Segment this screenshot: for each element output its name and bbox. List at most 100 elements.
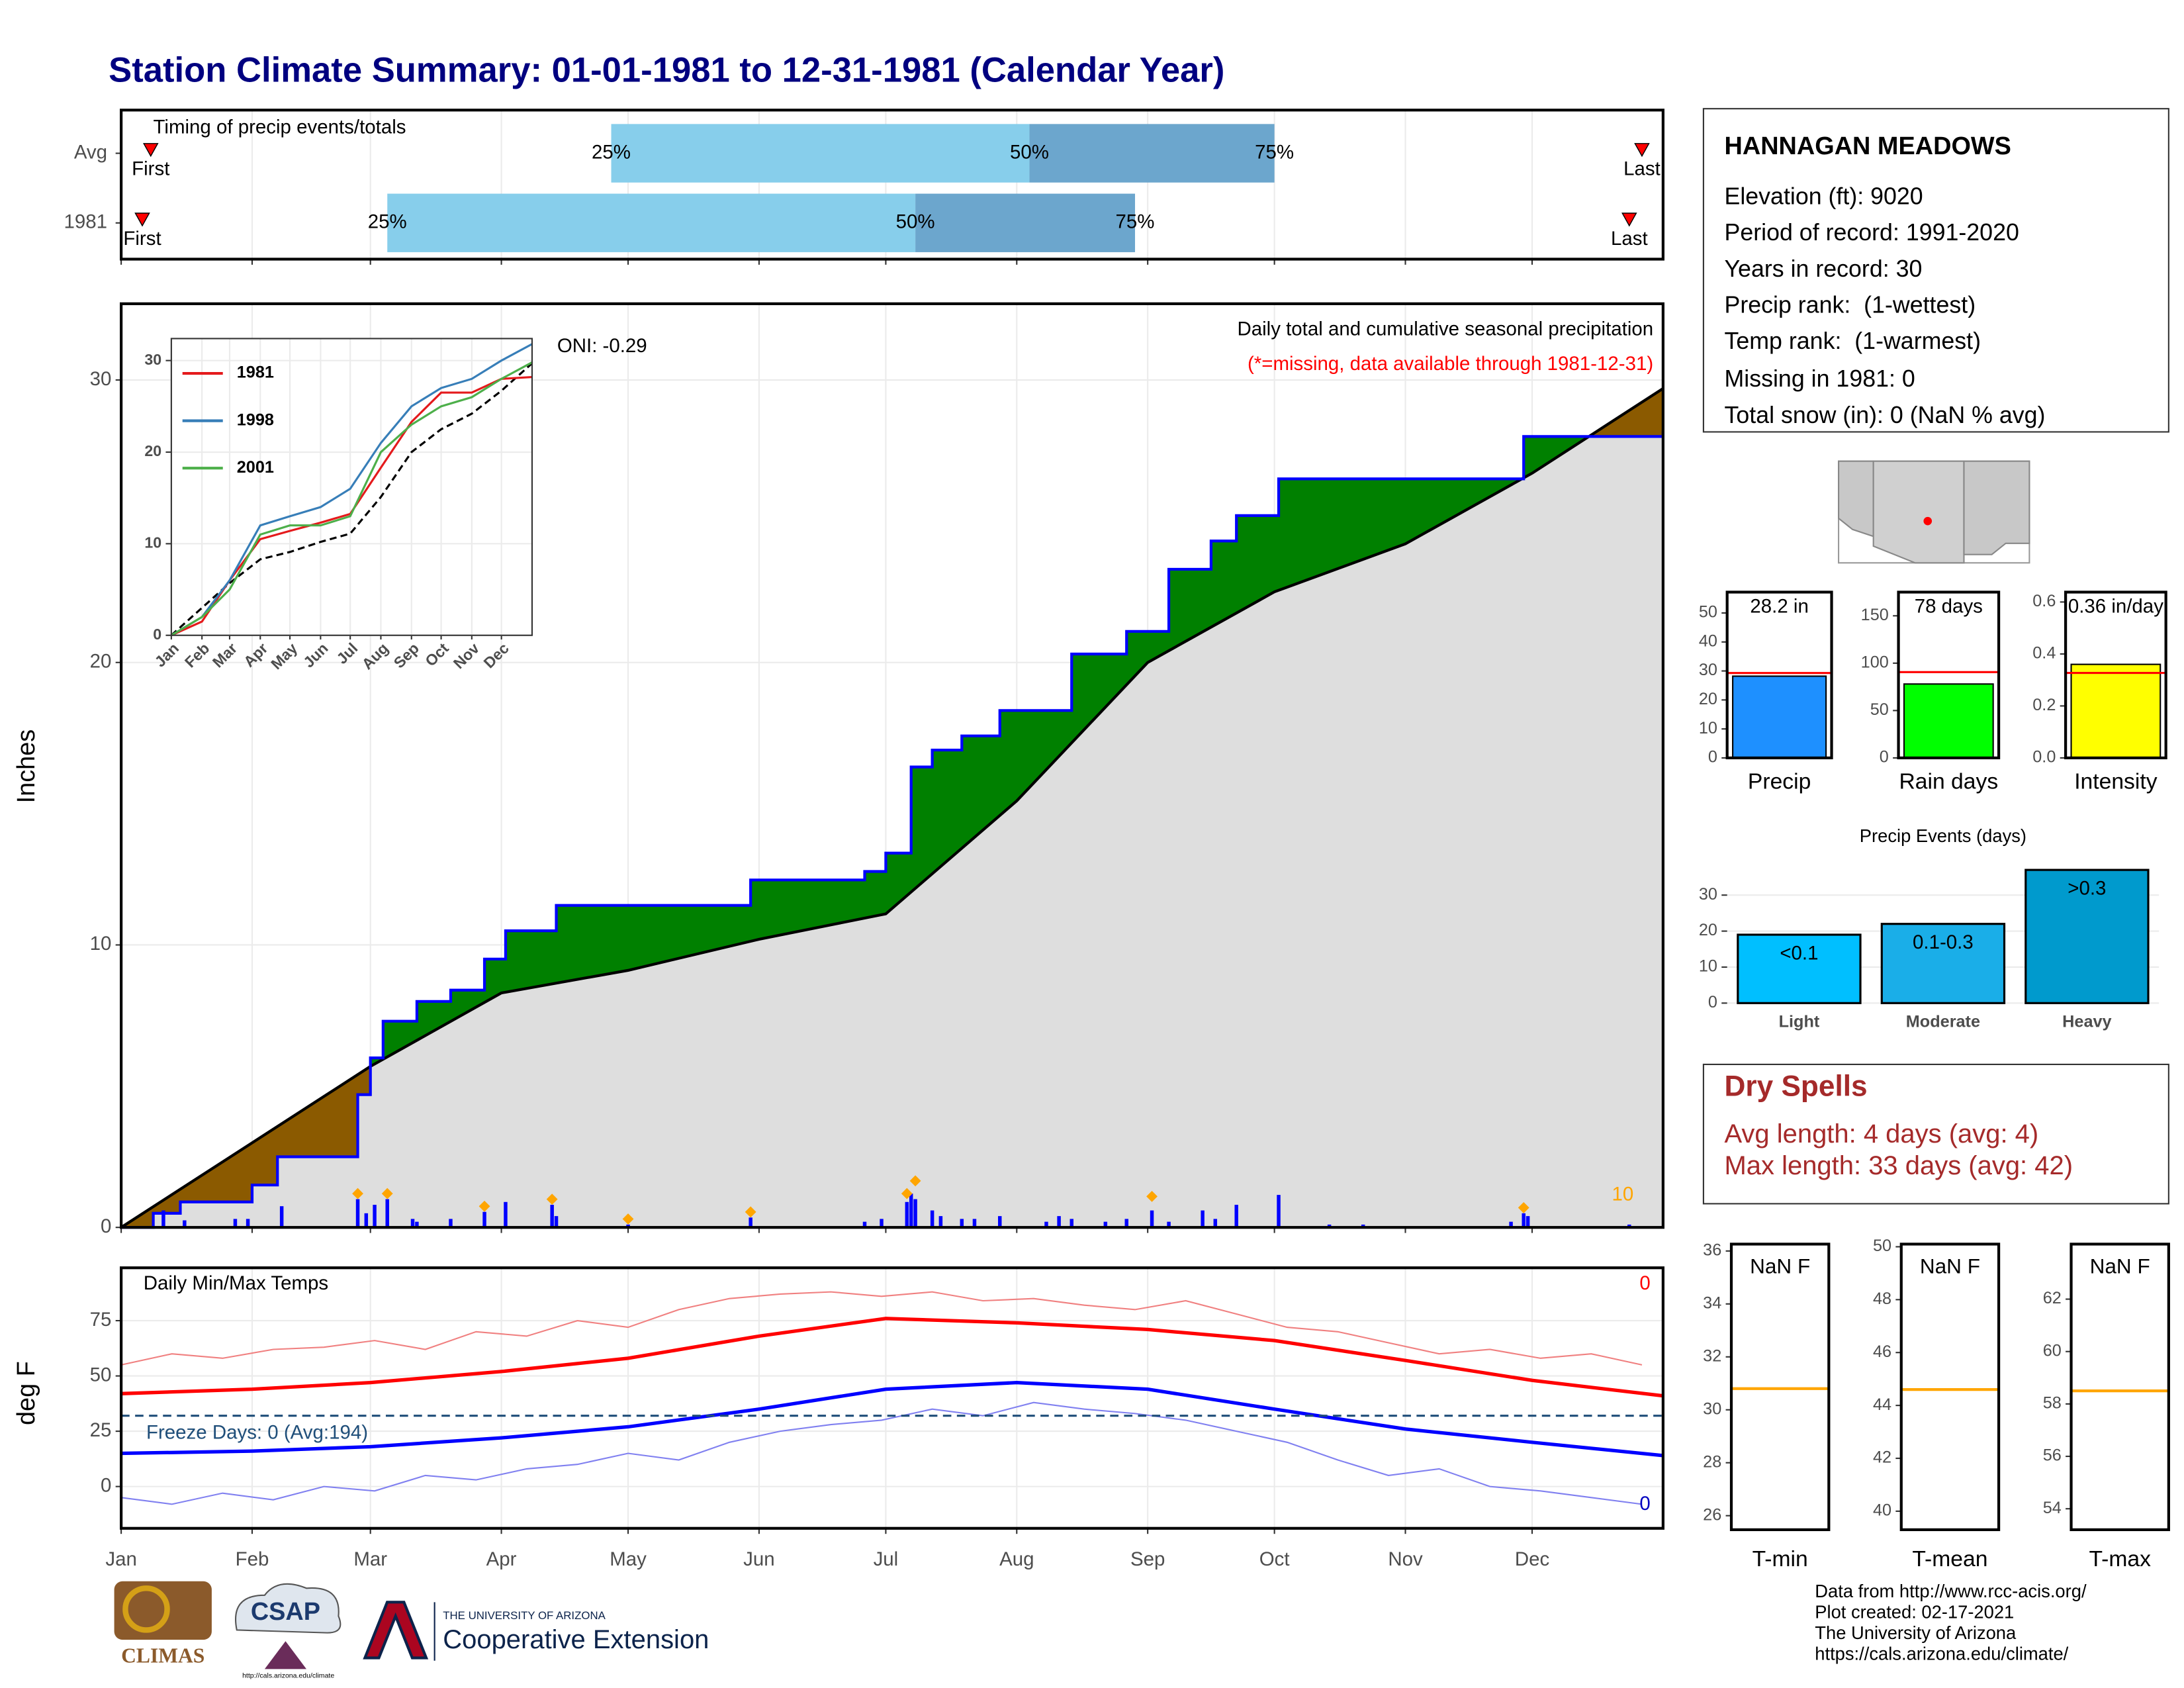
daily-bar bbox=[246, 1219, 250, 1228]
daily-bar bbox=[504, 1201, 508, 1228]
y-tick-label: 1981 bbox=[64, 211, 108, 233]
daily-bar bbox=[1234, 1205, 1238, 1228]
daily-bar bbox=[1509, 1221, 1513, 1228]
event-marker bbox=[1634, 143, 1650, 158]
daily-bar bbox=[909, 1193, 913, 1228]
daily-marker bbox=[352, 1188, 363, 1199]
daily-bar bbox=[449, 1219, 453, 1228]
y-tick-label: 60 bbox=[2043, 1341, 2062, 1360]
daily-bar bbox=[1361, 1224, 1365, 1228]
event-label: First bbox=[123, 228, 161, 250]
x-axis-label: Intensity bbox=[2074, 770, 2158, 794]
quartile-bar bbox=[387, 193, 916, 252]
daily-bar bbox=[930, 1210, 934, 1228]
corner-label: 10 bbox=[1612, 1184, 1633, 1205]
event-label: Last bbox=[1611, 228, 1648, 250]
event-marker bbox=[134, 212, 150, 227]
observed-line bbox=[121, 430, 1664, 1229]
daily-bar bbox=[554, 1216, 559, 1228]
quartile-label: 25% bbox=[368, 211, 407, 233]
y-tick-label: 58 bbox=[2043, 1394, 2062, 1413]
value-label: <0.1 bbox=[1780, 942, 1818, 964]
y-tick-label: 0 bbox=[153, 626, 161, 643]
value-label: 0.36 in/day bbox=[2068, 595, 2163, 617]
y-tick-label: 10 bbox=[90, 933, 112, 955]
daily-bar bbox=[960, 1219, 964, 1228]
y-tick-label: 30 bbox=[90, 368, 112, 390]
legend-label: 2001 bbox=[237, 458, 274, 477]
page-title: Station Climate Summary: 01-01-1981 to 1… bbox=[109, 50, 1224, 89]
y-tick-label: 50 bbox=[90, 1364, 112, 1385]
y-tick-label: 50 bbox=[1699, 603, 1717, 622]
daily-bar bbox=[1277, 1195, 1281, 1228]
daily-bar bbox=[1525, 1216, 1530, 1228]
y-tick-label: 20 bbox=[144, 442, 161, 459]
y-tick-label: 20 bbox=[1699, 690, 1717, 708]
station-line: Missing in 1981: 0 bbox=[1724, 365, 1915, 392]
quartile-bar bbox=[611, 124, 1030, 183]
climas-logo bbox=[114, 1581, 212, 1640]
value-label: NaN F bbox=[1920, 1254, 1980, 1278]
y-tick-label: 100 bbox=[1861, 653, 1889, 671]
y-tick-label: 54 bbox=[2043, 1499, 2062, 1517]
climas-text: CLIMAS bbox=[121, 1644, 205, 1667]
daily-bar bbox=[1124, 1219, 1128, 1228]
panel-frame bbox=[2071, 1244, 2169, 1530]
x-axis-label: Precip bbox=[1748, 770, 1811, 794]
x-tick-label: Nov bbox=[1388, 1548, 1423, 1570]
value-label: NaN F bbox=[1750, 1254, 1810, 1278]
daily-marker bbox=[1518, 1202, 1529, 1213]
oni-label: ONI: -0.29 bbox=[557, 335, 647, 357]
daily-marker bbox=[1146, 1190, 1158, 1202]
y-tick-label: 32 bbox=[1703, 1346, 1721, 1365]
x-tick-label: Heavy bbox=[2062, 1012, 2111, 1031]
y-tick-label: Avg bbox=[74, 141, 107, 163]
y-axis-label: deg F bbox=[13, 1361, 40, 1425]
temp-line bbox=[120, 1401, 1643, 1505]
daily-bar bbox=[998, 1216, 1002, 1228]
daily-bar bbox=[1057, 1216, 1061, 1228]
location-map bbox=[1838, 460, 2030, 564]
daily-marker bbox=[909, 1175, 921, 1187]
daily-bar bbox=[1069, 1219, 1074, 1228]
daily-bar bbox=[355, 1199, 360, 1228]
y-tick-label: 0.0 bbox=[2032, 748, 2056, 767]
y-tick-label: 40 bbox=[1873, 1501, 1891, 1520]
daily-bar bbox=[373, 1205, 377, 1228]
legend-label: 1998 bbox=[237, 410, 274, 429]
y-tick-label: 30 bbox=[1699, 885, 1717, 904]
series-line bbox=[171, 361, 533, 637]
y-tick-label: 56 bbox=[2043, 1446, 2062, 1465]
daily-marker bbox=[745, 1206, 756, 1218]
y-tick-label: 10 bbox=[1699, 719, 1717, 737]
daily-bar bbox=[1150, 1210, 1154, 1228]
x-axis-label: Rain days bbox=[1899, 770, 1998, 794]
daily-bar bbox=[1201, 1210, 1205, 1228]
station-line: Period of record: 1991-2020 bbox=[1724, 219, 2019, 246]
y-tick-label: 0 bbox=[101, 1215, 111, 1237]
bar bbox=[1903, 683, 1994, 759]
panel-border bbox=[119, 302, 1664, 1229]
map-state bbox=[1872, 460, 1965, 564]
daily-bar bbox=[905, 1201, 909, 1228]
y-tick-label: 42 bbox=[1873, 1448, 1891, 1467]
temp-line bbox=[121, 1317, 1664, 1398]
x-tick-label: Moderate bbox=[1906, 1012, 1980, 1031]
climas-logo bbox=[122, 1585, 170, 1633]
daily-marker bbox=[478, 1200, 490, 1212]
y-tick-label: 26 bbox=[1703, 1505, 1721, 1524]
panel-border bbox=[2064, 590, 2167, 760]
panel-frame bbox=[1901, 1244, 1999, 1530]
daily-bar bbox=[364, 1213, 369, 1228]
csap-text: CSAP bbox=[251, 1598, 320, 1626]
x-tick-label: Light bbox=[1779, 1012, 1820, 1031]
event-label: First bbox=[132, 158, 169, 180]
panel-border bbox=[2070, 1243, 2170, 1531]
university-text: THE UNIVERSITY OF ARIZONA bbox=[443, 1609, 606, 1622]
record-high-count: 0 bbox=[1639, 1272, 1650, 1294]
daily-bar bbox=[749, 1217, 752, 1228]
y-tick-label: 0 bbox=[1708, 748, 1717, 767]
daily-bar bbox=[233, 1219, 238, 1228]
x-tick-label: Jan bbox=[105, 1548, 136, 1570]
daily-marker bbox=[546, 1194, 558, 1205]
